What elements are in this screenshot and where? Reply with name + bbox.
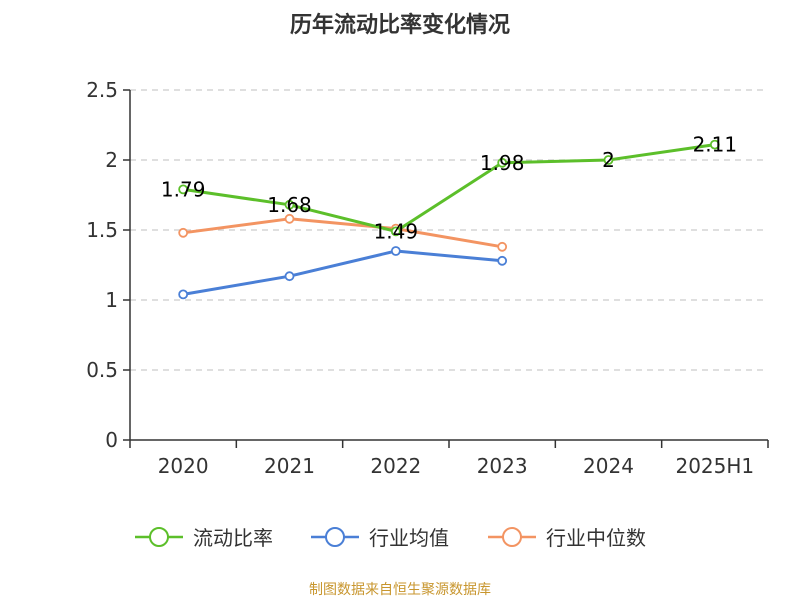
data-point: [178, 289, 189, 300]
y-tick-label: 1: [105, 288, 118, 312]
data-point: [709, 139, 720, 150]
data-label: 2.11: [693, 133, 738, 157]
data-point: [284, 271, 295, 282]
legend-label: 流动比率: [193, 526, 273, 550]
x-tick-label: 2020: [158, 454, 209, 478]
data-point: [497, 241, 508, 252]
data-point: [603, 155, 614, 165]
data-label: 1.79: [161, 177, 206, 201]
legend-item-2[interactable]: 行业中位数: [488, 526, 646, 550]
axes: 0 0.5 1 1.5 2 2.5 2020 2021 2022 2023 2024 2025H1: [86, 78, 769, 478]
data-point: [497, 157, 508, 168]
y-tick-label: 1.5: [86, 218, 118, 242]
x-tick-label: 2022: [370, 454, 421, 478]
data-labels: 1.79 1.68 1.49 1.98 2 2.11: [161, 133, 737, 244]
legend-label: 行业中位数: [546, 526, 646, 550]
x-tick-label: 2023: [477, 454, 528, 478]
data-label: 1.68: [267, 193, 312, 217]
legend-label: 行业均值: [369, 526, 449, 550]
legend-item-0[interactable]: 流动比率: [135, 526, 273, 550]
chart-title: 历年流动比率变化情况: [290, 12, 510, 38]
data-point: [390, 246, 401, 256]
data-label: 1.49: [374, 219, 419, 243]
data-point: [284, 199, 295, 210]
y-tick-label: 0.5: [86, 358, 118, 382]
data-point: [284, 213, 295, 224]
y-tick-label: 0: [105, 428, 118, 452]
y-tick-label: 2: [105, 148, 118, 172]
legend[interactable]: 流动比率 行业均值 行业中位数: [135, 526, 646, 550]
series-line-0: [181, 143, 717, 233]
data-label: 1.98: [480, 151, 525, 175]
series-line-1: [181, 249, 504, 296]
grid-lines: [130, 89, 768, 371]
data-point: [178, 227, 189, 238]
series-lines: [178, 139, 720, 300]
data-label: 2: [602, 148, 615, 172]
legend-item-1[interactable]: 行业均值: [311, 526, 449, 550]
data-point: [497, 255, 508, 266]
y-tick-label: 2.5: [86, 78, 118, 102]
x-tick-label: 2021: [264, 454, 315, 478]
legend-marker: [325, 527, 345, 547]
legend-marker: [149, 527, 169, 547]
series-line-2: [181, 217, 504, 249]
data-point: [390, 226, 401, 237]
x-tick-label: 2024: [583, 454, 634, 478]
legend-marker: [502, 527, 522, 547]
source-note: 制图数据来自恒生聚源数据库: [309, 582, 491, 598]
data-point: [178, 184, 189, 195]
x-tick-label: 2025H1: [675, 454, 754, 478]
